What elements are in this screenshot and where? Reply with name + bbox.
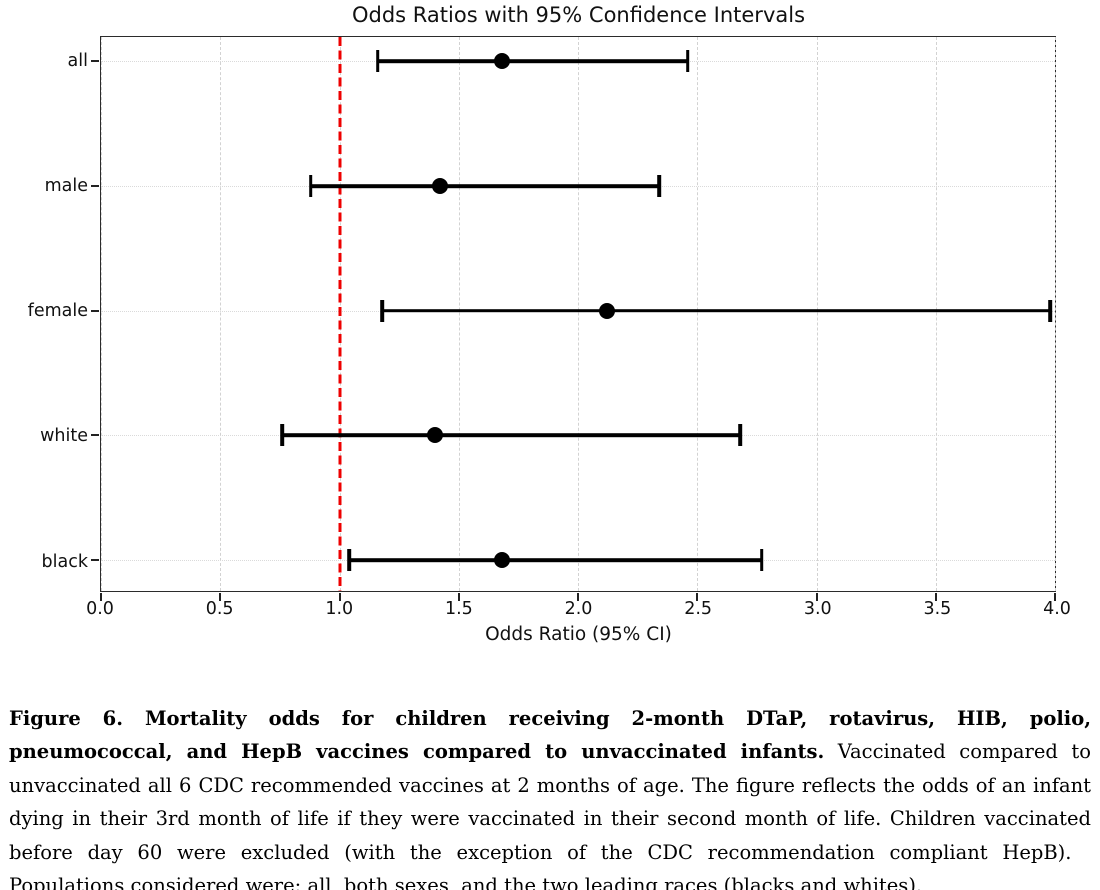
- x-tick-mark: [457, 592, 460, 601]
- x-tick-mark: [815, 592, 818, 601]
- y-tick-mark: [91, 434, 100, 437]
- ci-bar: [349, 558, 762, 562]
- figure-caption-bold: Figure 6. Mortality odds for children re…: [9, 706, 1091, 764]
- x-gridline: [1055, 37, 1056, 591]
- x-tick-mark: [338, 592, 341, 601]
- y-tick-label: male: [44, 175, 88, 196]
- ci-cap: [1048, 299, 1053, 322]
- ci-cap: [738, 424, 742, 447]
- x-tick-label: 2.5: [684, 599, 713, 619]
- odds-ratio-marker: [493, 551, 510, 568]
- x-tick-mark: [1054, 592, 1056, 601]
- odds-ratio-marker: [431, 178, 448, 195]
- ci-bar: [382, 308, 1051, 313]
- x-tick-mark: [219, 592, 222, 601]
- x-gridline: [458, 37, 460, 591]
- y-tick-label: white: [40, 426, 88, 447]
- x-tick-label: 2.0: [564, 599, 593, 619]
- x-tick-mark: [100, 592, 102, 601]
- x-axis-title: Odds Ratio (95% CI): [485, 624, 672, 645]
- x-tick-label: 3.0: [803, 599, 832, 619]
- x-tick-label: 0.5: [205, 599, 234, 619]
- y-tick-mark: [91, 185, 100, 188]
- x-tick-mark: [577, 592, 579, 601]
- ci-bar: [310, 184, 660, 188]
- y-axis-labels: all male female white black: [0, 36, 88, 593]
- y-tick-label: black: [41, 551, 88, 572]
- y-tick-mark: [91, 60, 100, 63]
- x-tick-mark: [696, 592, 699, 601]
- figure-caption: Figure 6. Mortality odds for children re…: [9, 702, 1091, 890]
- y-tick-label: female: [27, 301, 88, 322]
- y-tick-mark: [91, 558, 100, 561]
- x-tick-label: 0.0: [86, 599, 114, 619]
- ci-cap: [280, 424, 285, 447]
- reference-line: [338, 37, 341, 591]
- x-gridline: [220, 37, 222, 591]
- ci-cap: [375, 50, 380, 73]
- x-gridline: [101, 37, 102, 591]
- plot-area: [91, 36, 1056, 601]
- ci-cap: [380, 299, 385, 322]
- x-tick-label: 1.5: [444, 599, 473, 619]
- x-tick-label: 1.0: [325, 599, 354, 619]
- x-gridline: [816, 37, 818, 591]
- x-gridline: [697, 37, 699, 591]
- x-gridline: [935, 37, 937, 591]
- ci-cap: [347, 548, 351, 571]
- ci-bar: [282, 433, 741, 438]
- ci-cap: [759, 548, 764, 571]
- chart-title: Odds Ratios with 95% Confidence Interval…: [351, 3, 806, 27]
- y-tick-mark: [91, 309, 100, 312]
- ci-cap: [657, 175, 661, 198]
- ci-cap: [309, 175, 313, 198]
- odds-ratio-marker: [598, 302, 615, 319]
- x-tick-label: 3.5: [923, 599, 952, 619]
- x-gridline: [578, 37, 579, 591]
- figure-caption-body: Vaccinated compared to unvaccinated all …: [9, 740, 1091, 890]
- ci-cap: [685, 50, 690, 73]
- odds-ratio-marker: [426, 427, 443, 444]
- x-axis-tick-labels: 0.0 0.5 1.0 1.5 2.0 2.5 3.0 3.5 4.0: [86, 599, 1071, 623]
- x-tick-label: 4.0: [1043, 599, 1071, 619]
- odds-ratio-marker: [493, 53, 510, 70]
- ci-bar: [377, 59, 688, 64]
- x-tick-mark: [934, 592, 937, 601]
- y-tick-label: all: [67, 50, 88, 71]
